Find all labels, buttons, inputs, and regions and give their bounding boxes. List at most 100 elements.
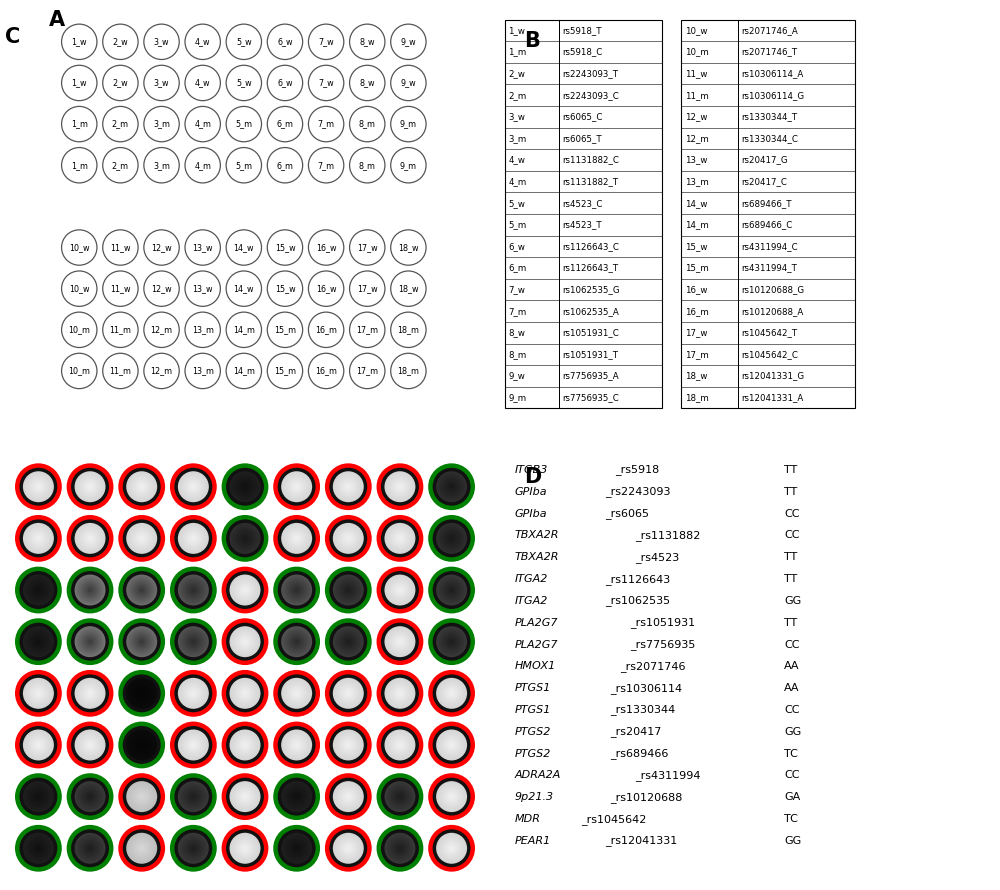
Circle shape: [224, 517, 266, 560]
Text: 8_m: 8_m: [508, 350, 527, 359]
Text: rs10306114_A: rs10306114_A: [741, 69, 803, 78]
Circle shape: [449, 587, 454, 593]
Circle shape: [397, 587, 403, 593]
Circle shape: [289, 789, 304, 805]
Circle shape: [82, 634, 98, 650]
Circle shape: [395, 585, 405, 595]
Text: 16_w: 16_w: [685, 285, 707, 294]
Circle shape: [24, 782, 53, 811]
Circle shape: [178, 471, 209, 502]
Circle shape: [80, 476, 100, 497]
Circle shape: [341, 479, 356, 495]
Circle shape: [180, 732, 206, 758]
Text: _rs12041331: _rs12041331: [605, 836, 678, 846]
Circle shape: [187, 842, 200, 854]
Circle shape: [185, 65, 220, 101]
Circle shape: [343, 585, 353, 595]
Circle shape: [440, 578, 463, 602]
Circle shape: [388, 682, 412, 705]
Circle shape: [86, 535, 94, 542]
Circle shape: [35, 483, 42, 490]
Circle shape: [399, 796, 401, 798]
Circle shape: [339, 530, 357, 547]
Text: rs4523_C: rs4523_C: [562, 198, 603, 207]
Circle shape: [226, 271, 262, 306]
Circle shape: [191, 794, 196, 799]
Circle shape: [32, 635, 45, 648]
Circle shape: [440, 682, 463, 705]
Circle shape: [444, 582, 459, 598]
Circle shape: [36, 587, 41, 593]
Circle shape: [267, 312, 303, 347]
Circle shape: [445, 635, 458, 648]
Circle shape: [343, 791, 353, 802]
Circle shape: [103, 230, 138, 265]
Circle shape: [135, 635, 148, 648]
Circle shape: [75, 781, 106, 812]
Circle shape: [81, 633, 99, 651]
Circle shape: [69, 672, 111, 715]
Circle shape: [189, 690, 197, 697]
Circle shape: [393, 842, 406, 854]
Circle shape: [290, 481, 303, 493]
Circle shape: [339, 684, 357, 702]
Circle shape: [33, 481, 44, 492]
Circle shape: [282, 782, 311, 811]
Circle shape: [139, 536, 144, 541]
Circle shape: [392, 737, 408, 753]
Circle shape: [172, 620, 215, 663]
Circle shape: [241, 483, 249, 490]
Circle shape: [448, 690, 455, 697]
Circle shape: [395, 740, 405, 750]
Circle shape: [129, 836, 155, 862]
Circle shape: [224, 569, 266, 611]
Circle shape: [28, 579, 49, 601]
Circle shape: [184, 684, 202, 702]
Circle shape: [446, 481, 457, 492]
Circle shape: [180, 577, 206, 603]
Circle shape: [86, 741, 94, 748]
Circle shape: [17, 465, 60, 508]
Circle shape: [37, 847, 40, 850]
Circle shape: [27, 527, 50, 550]
Circle shape: [444, 479, 459, 495]
Circle shape: [293, 587, 301, 594]
Circle shape: [62, 65, 97, 101]
Circle shape: [77, 628, 103, 654]
Text: 9_m: 9_m: [400, 161, 417, 170]
Circle shape: [237, 685, 253, 701]
Text: 3_m: 3_m: [153, 161, 170, 170]
Circle shape: [391, 230, 426, 265]
Circle shape: [75, 730, 106, 760]
Circle shape: [379, 827, 421, 870]
Circle shape: [140, 796, 143, 798]
Circle shape: [342, 481, 355, 493]
Circle shape: [397, 639, 403, 644]
Circle shape: [232, 473, 258, 499]
Circle shape: [333, 781, 364, 812]
Circle shape: [236, 633, 254, 651]
Circle shape: [284, 836, 310, 862]
Circle shape: [236, 788, 254, 805]
Circle shape: [236, 530, 254, 547]
Circle shape: [286, 579, 307, 601]
Circle shape: [180, 525, 206, 551]
Circle shape: [69, 465, 111, 508]
Circle shape: [290, 532, 303, 545]
Text: ADRA2A: ADRA2A: [515, 771, 561, 781]
Circle shape: [75, 471, 106, 502]
Circle shape: [334, 731, 362, 759]
Circle shape: [31, 737, 46, 753]
Circle shape: [293, 535, 301, 542]
Circle shape: [37, 485, 40, 488]
Text: 8_w: 8_w: [360, 37, 375, 46]
Circle shape: [129, 525, 155, 551]
Circle shape: [235, 528, 255, 549]
Circle shape: [293, 793, 301, 800]
Circle shape: [390, 838, 410, 859]
Circle shape: [334, 834, 362, 862]
Circle shape: [232, 628, 258, 654]
Circle shape: [89, 847, 91, 850]
Circle shape: [31, 479, 46, 495]
Circle shape: [384, 781, 415, 812]
